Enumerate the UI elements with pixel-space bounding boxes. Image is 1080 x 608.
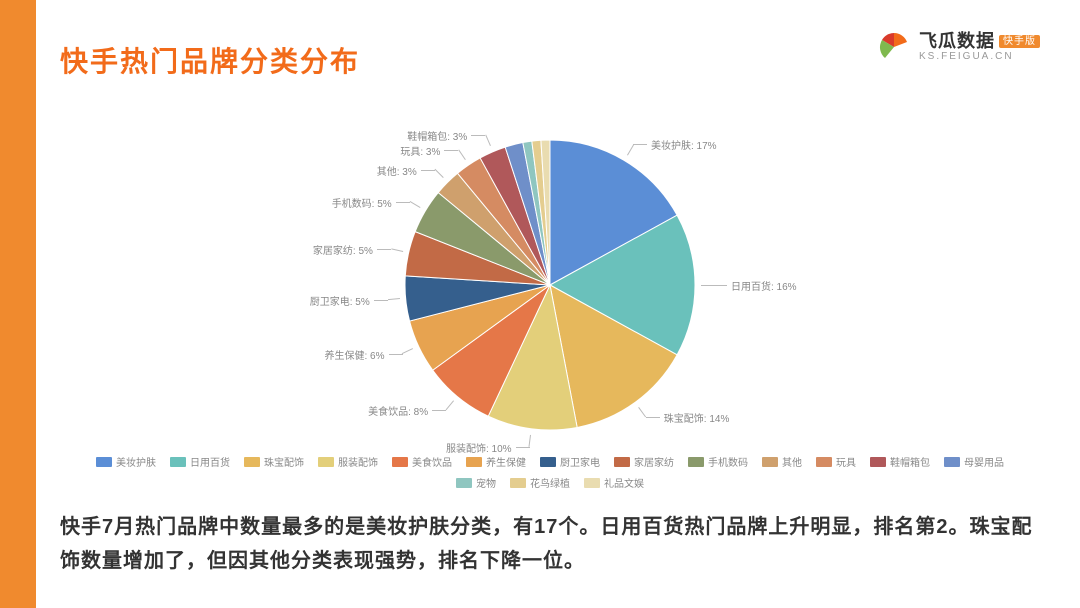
slice-label: 鞋帽箱包: 3% <box>407 128 467 143</box>
leader-line <box>374 300 388 301</box>
legend-label: 花鸟绿植 <box>530 475 570 490</box>
legend-label: 玩具 <box>836 454 856 469</box>
left-orange-bar <box>0 0 36 608</box>
legend-swatch <box>392 457 408 467</box>
leader-line <box>389 354 403 355</box>
legend-item: 服装配饰 <box>318 454 378 469</box>
legend-swatch <box>540 457 556 467</box>
chart-legend: 美妆护肤 日用百货 珠宝配饰 服装配饰 美食饮品 养生保健 厨卫家电 家居家纺 手机数码 其他 玩具… <box>60 454 1040 490</box>
legend-label: 日用百货 <box>190 454 230 469</box>
leader-line <box>396 202 410 203</box>
legend-swatch <box>584 478 600 488</box>
legend-swatch <box>96 457 112 467</box>
brand-url: KS.FEIGUA.CN <box>919 51 1040 62</box>
leader-line <box>646 417 660 418</box>
legend-item: 厨卫家电 <box>540 454 600 469</box>
caption-text: 快手7月热门品牌中数量最多的是美妆护肤分类，有17个。日用百货热门品牌上升明显，… <box>60 510 1040 578</box>
legend-swatch <box>456 478 472 488</box>
pie-svg <box>403 138 697 432</box>
slice-label: 厨卫家电: 5% <box>310 293 370 308</box>
slice-label: 珠宝配饰: 14% <box>664 410 730 425</box>
legend-label: 礼品文娱 <box>604 475 644 490</box>
legend-item: 玩具 <box>816 454 856 469</box>
legend-item: 手机数码 <box>688 454 748 469</box>
legend-item: 鞋帽箱包 <box>870 454 930 469</box>
legend-item: 美妆护肤 <box>96 454 156 469</box>
legend-swatch <box>816 457 832 467</box>
header: 快手热门品牌分类分布 <box>60 40 360 80</box>
leader-line <box>432 410 446 411</box>
legend-label: 珠宝配饰 <box>264 454 304 469</box>
legend-label: 厨卫家电 <box>560 454 600 469</box>
legend-item: 珠宝配饰 <box>244 454 304 469</box>
legend-label: 美食饮品 <box>412 454 452 469</box>
legend-item: 养生保健 <box>466 454 526 469</box>
slice-label: 美妆护肤: 17% <box>651 137 717 152</box>
leader-line <box>377 249 391 250</box>
legend-item: 家居家纺 <box>614 454 674 469</box>
leader-line <box>713 285 727 286</box>
legend-swatch <box>466 457 482 467</box>
slice-label: 服装配饰: 10% <box>446 440 512 455</box>
leader-line <box>529 434 531 446</box>
legend-swatch <box>318 457 334 467</box>
legend-label: 养生保健 <box>486 454 526 469</box>
legend-label: 家居家纺 <box>634 454 674 469</box>
legend-swatch <box>762 457 778 467</box>
brand-badge: 快手版 <box>999 35 1040 48</box>
leader-line <box>516 447 530 448</box>
leader-line <box>633 144 647 145</box>
legend-label: 宠物 <box>476 475 496 490</box>
slice-label: 家居家纺: 5% <box>313 242 373 257</box>
legend-swatch <box>870 457 886 467</box>
legend-swatch <box>944 457 960 467</box>
legend-swatch <box>614 457 630 467</box>
legend-label: 母婴用品 <box>964 454 1004 469</box>
leader-line <box>701 285 713 286</box>
legend-item: 礼品文娱 <box>584 475 644 490</box>
slice-label: 养生保健: 6% <box>325 347 385 362</box>
legend-item: 母婴用品 <box>944 454 1004 469</box>
legend-swatch <box>688 457 704 467</box>
slice-label: 玩具: 3% <box>400 143 440 158</box>
leader-line <box>388 298 400 300</box>
slice-label: 手机数码: 5% <box>332 195 392 210</box>
legend-item: 美食饮品 <box>392 454 452 469</box>
slice-label: 美食饮品: 8% <box>368 403 428 418</box>
legend-label: 其他 <box>782 454 802 469</box>
legend-label: 手机数码 <box>708 454 748 469</box>
pie-chart: 美妆护肤 日用百货 珠宝配饰 服装配饰 美食饮品 养生保健 厨卫家电 家居家纺 手机数码 其他 玩具… <box>60 110 1040 490</box>
leader-line <box>421 170 435 171</box>
slice-label: 其他: 3% <box>377 163 417 178</box>
legend-swatch <box>244 457 260 467</box>
brand-logo-text: 飞瓜数据 快手版 KS.FEIGUA.CN <box>919 32 1040 63</box>
brand-name: 飞瓜数据 <box>919 32 995 52</box>
legend-item: 花鸟绿植 <box>510 475 570 490</box>
legend-label: 鞋帽箱包 <box>890 454 930 469</box>
legend-label: 美妆护肤 <box>116 454 156 469</box>
legend-item: 日用百货 <box>170 454 230 469</box>
legend-label: 服装配饰 <box>338 454 378 469</box>
legend-swatch <box>510 478 526 488</box>
slice-label: 日用百货: 16% <box>731 278 797 293</box>
feigua-logo-icon <box>877 30 911 64</box>
legend-item: 宠物 <box>456 475 496 490</box>
page-title: 快手热门品牌分类分布 <box>60 40 360 80</box>
leader-line <box>471 135 485 136</box>
legend-swatch <box>170 457 186 467</box>
brand-logo: 飞瓜数据 快手版 KS.FEIGUA.CN <box>877 30 1040 64</box>
leader-line <box>391 248 403 252</box>
leader-line <box>444 150 458 151</box>
legend-item: 其他 <box>762 454 802 469</box>
